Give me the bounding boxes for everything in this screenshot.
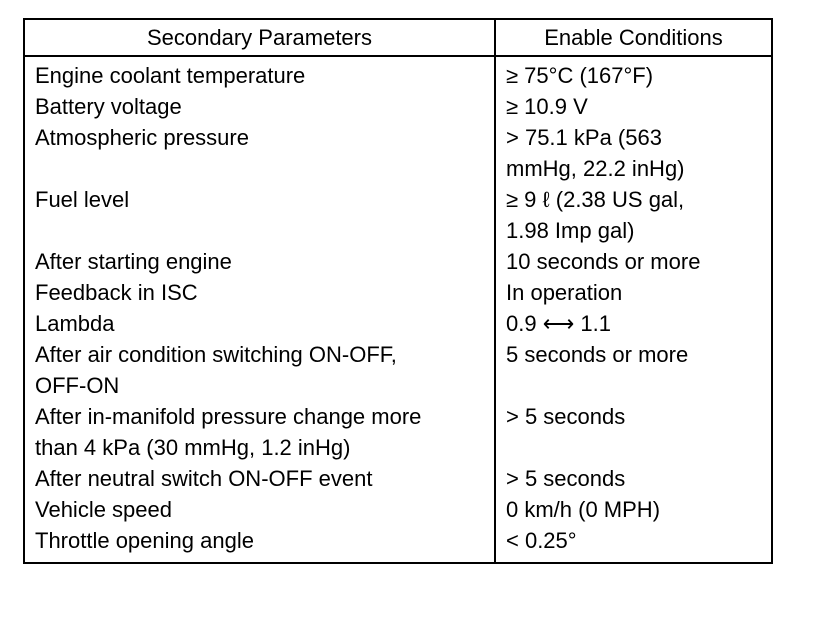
table-header-row: Secondary Parameters Enable Conditions	[23, 18, 773, 57]
parameter-cell: Battery voltage	[23, 91, 495, 122]
parameter-cell: After air condition switching ON-OFF, OF…	[23, 339, 495, 401]
condition-cell: In operation	[494, 277, 772, 308]
table-row: After air condition switching ON-OFF, OF…	[23, 339, 772, 401]
table-row: Engine coolant temperature ≥ 75°C (167°F…	[23, 56, 772, 91]
parameter-cell: After in-manifold pressure change more t…	[23, 401, 495, 463]
condition-cell: 5 seconds or more	[494, 339, 772, 401]
table-row: Vehicle speed 0 km/h (0 MPH)	[23, 494, 772, 525]
table-row: Battery voltage ≥ 10.9 V	[23, 91, 772, 122]
table-row: Fuel level ≥ 9 ℓ (2.38 US gal, 1.98 Imp …	[23, 184, 772, 246]
enable-conditions-table: Secondary Parameters Enable Conditions E…	[23, 18, 773, 564]
table-row: Feedback in ISC In operation	[23, 277, 772, 308]
parameter-cell: Fuel level	[23, 184, 495, 246]
table-row: Throttle opening angle < 0.25°	[23, 525, 772, 563]
condition-cell: ≥ 9 ℓ (2.38 US gal, 1.98 Imp gal)	[494, 184, 772, 246]
parameter-cell: Atmospheric pressure	[23, 122, 495, 184]
parameter-cell: Vehicle speed	[23, 494, 495, 525]
condition-cell: < 0.25°	[494, 525, 772, 563]
condition-cell: > 5 seconds	[494, 401, 772, 463]
parameter-cell: After starting engine	[23, 246, 495, 277]
header-secondary-parameters: Secondary Parameters	[23, 18, 496, 57]
parameter-cell: Engine coolant temperature	[23, 56, 495, 91]
condition-cell: 10 seconds or more	[494, 246, 772, 277]
table-row: Atmospheric pressure > 75.1 kPa (563 mmH…	[23, 122, 772, 184]
condition-cell: > 5 seconds	[494, 463, 772, 494]
parameter-cell: After neutral switch ON-OFF event	[23, 463, 495, 494]
parameter-cell: Lambda	[23, 308, 495, 339]
condition-cell: 0 km/h (0 MPH)	[494, 494, 772, 525]
condition-cell: 0.9 ⟷ 1.1	[494, 308, 772, 339]
condition-cell: ≥ 75°C (167°F)	[494, 56, 772, 91]
parameter-cell: Feedback in ISC	[23, 277, 495, 308]
parameter-cell: Throttle opening angle	[23, 525, 495, 563]
table-row: After starting engine 10 seconds or more	[23, 246, 772, 277]
header-enable-conditions: Enable Conditions	[494, 18, 773, 57]
table-row: After in-manifold pressure change more t…	[23, 401, 772, 463]
condition-cell: > 75.1 kPa (563 mmHg, 22.2 inHg)	[494, 122, 772, 184]
condition-cell: ≥ 10.9 V	[494, 91, 772, 122]
table-row: Lambda 0.9 ⟷ 1.1	[23, 308, 772, 339]
table-row: After neutral switch ON-OFF event > 5 se…	[23, 463, 772, 494]
